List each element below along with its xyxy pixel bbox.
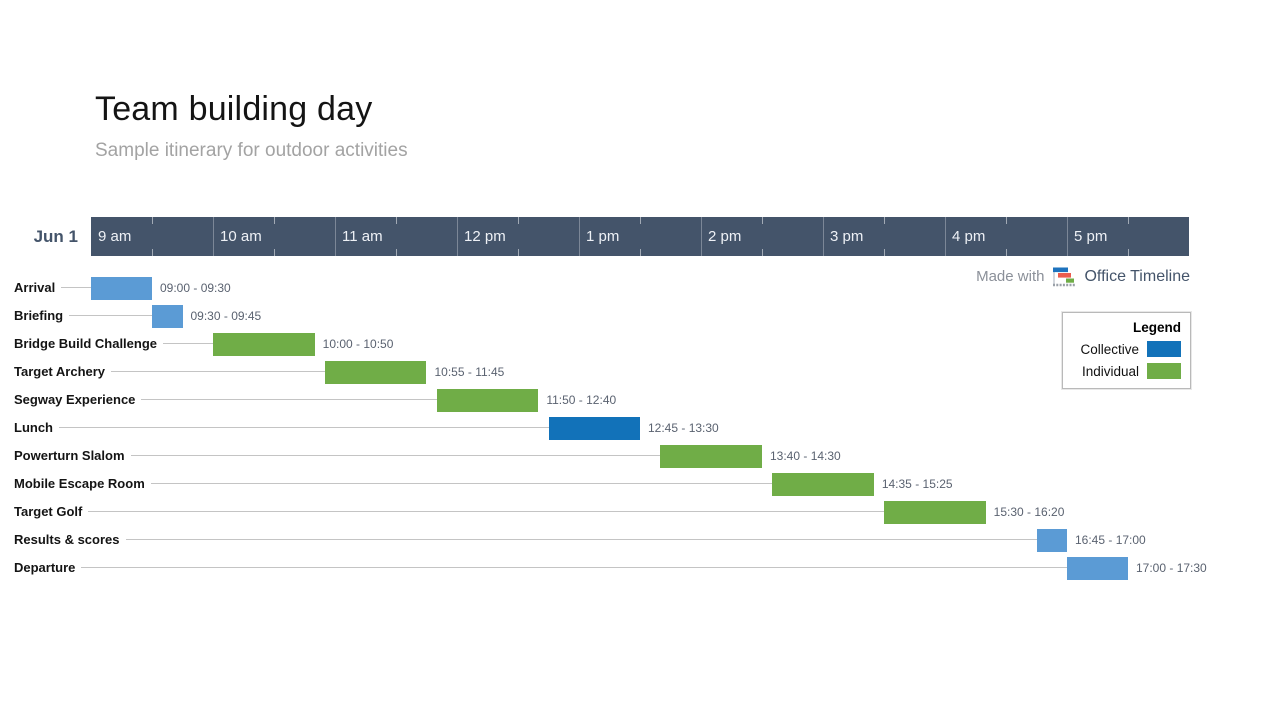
legend-items: Collective Individual xyxy=(1072,341,1181,379)
axis-half-hour-tick xyxy=(152,249,153,256)
task-label: Mobile Escape Room xyxy=(14,475,151,493)
axis-hour-label: 9 am xyxy=(98,228,132,245)
task-bar xyxy=(548,417,640,440)
task-label: Target Archery xyxy=(14,363,112,381)
legend-color-swatch xyxy=(1147,363,1181,379)
row-connector-line xyxy=(14,455,661,456)
row-connector-line xyxy=(14,567,1067,568)
task-label: Segway Experience xyxy=(14,391,142,409)
axis-hour-gridline xyxy=(457,217,458,256)
axis-half-hour-tick xyxy=(518,217,519,224)
axis-half-hour-tick xyxy=(884,217,885,224)
row-connector-line xyxy=(14,539,1037,540)
axis-half-hour-tick xyxy=(518,249,519,256)
task-label: Results & scores xyxy=(14,531,126,549)
legend-item-label: Individual xyxy=(1081,363,1139,379)
office-timeline-logo-icon xyxy=(1053,267,1076,287)
axis-hour-label: 3 pm xyxy=(830,228,864,245)
task-time-range: 10:00 - 10:50 xyxy=(322,337,394,351)
row-connector-line xyxy=(14,511,884,512)
axis-half-hour-tick xyxy=(1006,249,1007,256)
task-bar xyxy=(660,445,762,468)
row-connector-line xyxy=(14,399,437,400)
legend-box: Legend Collective Individual xyxy=(1061,311,1192,390)
axis-hour-label: 1 pm xyxy=(586,228,620,245)
legend-title: Legend xyxy=(1132,320,1181,335)
axis-half-hour-tick xyxy=(1006,217,1007,224)
axis-hour-label: 11 am xyxy=(342,228,383,245)
task-bar xyxy=(213,333,315,356)
task-time-range: 09:30 - 09:45 xyxy=(190,309,262,323)
task-time-range: 16:45 - 17:00 xyxy=(1075,533,1146,547)
axis-half-hour-tick xyxy=(396,249,397,256)
task-time-range: 09:00 - 09:30 xyxy=(160,281,231,295)
axis-half-hour-tick xyxy=(640,249,641,256)
axis-hour-gridline xyxy=(335,217,336,256)
task-time-range: 13:40 - 14:30 xyxy=(770,449,841,463)
task-label: Arrival xyxy=(14,279,62,297)
task-label: Powerturn Slalom xyxy=(14,447,131,465)
task-time-range: 15:30 - 16:20 xyxy=(993,505,1065,519)
brand-name: Office Timeline xyxy=(1084,267,1190,285)
axis-half-hour-tick xyxy=(884,249,885,256)
axis-hour-label: 12 pm xyxy=(464,228,506,245)
task-bar xyxy=(324,361,427,384)
axis-hour-label: 5 pm xyxy=(1074,228,1108,245)
timeline-date-label: Jun 1 xyxy=(33,227,78,246)
axis-half-hour-tick xyxy=(1128,217,1129,224)
legend-item: Collective xyxy=(1072,341,1181,357)
task-bar xyxy=(91,277,152,300)
page-subtitle: Sample itinerary for outdoor activities xyxy=(95,140,408,161)
axis-hour-gridline xyxy=(701,217,702,256)
task-label: Target Golf xyxy=(14,503,89,521)
task-bar xyxy=(436,389,539,412)
axis-half-hour-tick xyxy=(762,249,763,256)
axis-hour-label: 2 pm xyxy=(708,228,742,245)
task-label: Briefing xyxy=(14,307,70,325)
task-bar xyxy=(1067,557,1128,580)
axis-half-hour-tick xyxy=(1128,249,1129,256)
task-time-range: 14:35 - 15:25 xyxy=(881,477,953,491)
task-bar xyxy=(1036,529,1067,552)
row-connector-line xyxy=(14,427,549,428)
axis-hour-gridline xyxy=(823,217,824,256)
axis-hour-gridline xyxy=(1067,217,1068,256)
page-title: Team building day xyxy=(95,90,373,128)
axis-hour-label: 4 pm xyxy=(952,228,986,245)
legend-item-label: Collective xyxy=(1080,341,1139,357)
timeline-axis-band: 9 am 10 am 11 am 12 pm 1 pm 2 pm 3 pm 4 pm 5 pm xyxy=(91,217,1189,256)
task-label: Departure xyxy=(14,559,82,577)
task-time-range: 12:45 - 13:30 xyxy=(648,421,719,435)
task-bar xyxy=(884,501,986,524)
axis-half-hour-tick xyxy=(762,217,763,224)
made-with-credit: Made with Office Timeline xyxy=(976,266,1190,287)
task-time-range: 17:00 - 17:30 xyxy=(1136,561,1207,575)
row-connector-line xyxy=(14,315,152,316)
axis-half-hour-tick xyxy=(274,217,275,224)
task-label: Bridge Build Challenge xyxy=(14,335,164,353)
axis-half-hour-tick xyxy=(152,217,153,224)
legend-item: Individual xyxy=(1072,363,1181,379)
task-time-range: 10:55 - 11:45 xyxy=(434,365,505,379)
task-bar xyxy=(772,473,874,496)
axis-hour-gridline xyxy=(213,217,214,256)
task-time-range: 11:50 - 12:40 xyxy=(546,393,617,407)
axis-hour-gridline xyxy=(579,217,580,256)
legend-color-swatch xyxy=(1147,341,1181,357)
task-bar xyxy=(152,305,183,328)
axis-half-hour-tick xyxy=(274,249,275,256)
axis-hour-label: 10 am xyxy=(220,228,262,245)
axis-half-hour-tick xyxy=(396,217,397,224)
row-connector-line xyxy=(14,483,773,484)
row-connector-line xyxy=(14,371,325,372)
made-with-text: Made with xyxy=(976,268,1045,285)
axis-hour-gridline xyxy=(945,217,946,256)
axis-half-hour-tick xyxy=(640,217,641,224)
task-label: Lunch xyxy=(14,419,59,437)
